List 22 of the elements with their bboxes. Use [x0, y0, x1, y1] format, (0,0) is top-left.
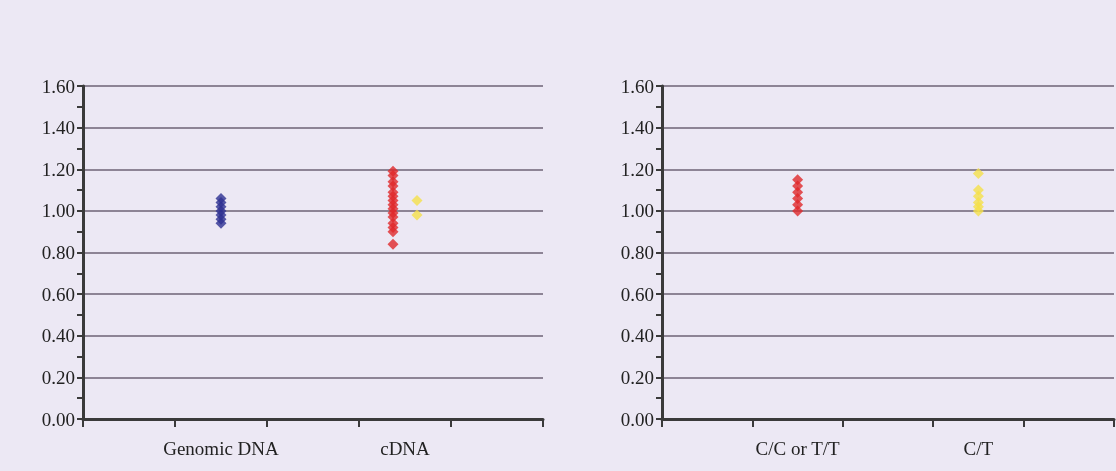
y-tick-label: 1.20	[41, 158, 75, 180]
y-tick-label: 1.00	[41, 200, 75, 222]
x-tick-label: C/C or T/T	[755, 438, 841, 459]
x-tick-label: Genomic DNA	[163, 438, 280, 459]
y-tick-label: 0.80	[41, 242, 75, 263]
y-tick-label: 0.80	[620, 242, 654, 263]
y-tick-label: 0.00	[41, 408, 75, 430]
x-tick-label: cDNA	[380, 438, 431, 459]
y-tick-label: 0.20	[41, 366, 75, 388]
x-tick-label: C/T	[963, 438, 994, 459]
y-tick-label: 1.60	[41, 75, 75, 97]
y-tick-label: 0.00	[620, 408, 654, 430]
y-tick-label: 1.00	[620, 200, 654, 222]
y-tick-label: 0.60	[41, 283, 75, 305]
y-tick-label: 1.40	[41, 117, 75, 139]
y-tick-label: 0.40	[41, 325, 75, 347]
y-tick-label: 0.60	[620, 283, 654, 305]
y-tick-label: 1.20	[620, 158, 654, 180]
y-tick-label: 1.40	[620, 117, 654, 139]
y-tick-label: 0.20	[620, 366, 654, 388]
y-tick-label: 1.60	[620, 75, 654, 97]
y-tick-label: 0.40	[620, 325, 654, 347]
